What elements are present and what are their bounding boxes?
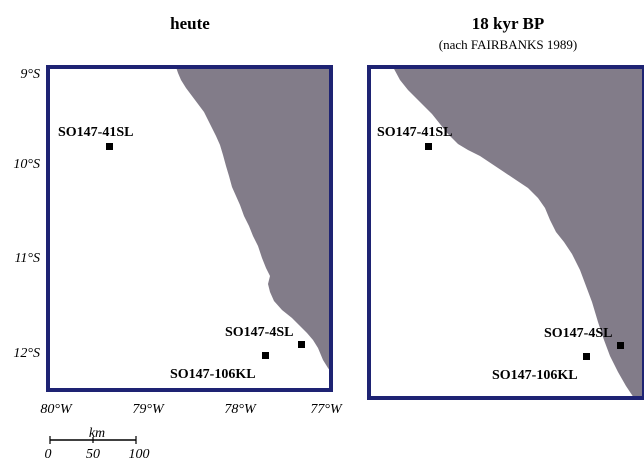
lon-label-78w: 78°W bbox=[224, 402, 257, 417]
site-label-so147-41sl: SO147-41SL bbox=[58, 125, 133, 140]
map-panel-present: SO147-41SL SO147-4SL SO147-106KL bbox=[46, 65, 333, 392]
land-mass-left bbox=[176, 67, 331, 372]
site-label-so147-106kl: SO147-106KL bbox=[170, 367, 256, 382]
scale-label-50: 50 bbox=[86, 447, 100, 459]
scale-unit-label: km bbox=[89, 426, 105, 441]
lon-label-79w: 79°W bbox=[132, 402, 165, 417]
scale-label-100: 100 bbox=[129, 447, 150, 459]
scale-bar: km 0 50 100 bbox=[45, 426, 150, 459]
site-label-so147-41sl-right: SO147-41SL bbox=[377, 125, 452, 140]
lat-label-10s: 10°S bbox=[13, 157, 40, 172]
lat-label-9s: 9°S bbox=[20, 67, 40, 82]
panel-subtitle-right: (nach FAIRBANKS 1989) bbox=[439, 37, 577, 52]
site-marker-so147-106kl bbox=[262, 352, 269, 359]
lat-label-11s: 11°S bbox=[14, 251, 40, 266]
site-marker-so147-106kl-right bbox=[583, 353, 590, 360]
panel-title-right: 18 kyr BP bbox=[472, 14, 544, 33]
scale-label-0: 0 bbox=[45, 447, 52, 459]
map-panel-18kyr: SO147-41SL SO147-4SL SO147-106KL bbox=[367, 65, 644, 400]
site-marker-so147-41sl bbox=[106, 143, 113, 150]
site-marker-so147-4sl-right bbox=[617, 342, 624, 349]
lon-label-77w: 77°W bbox=[310, 402, 343, 417]
lon-label-80w: 80°W bbox=[40, 402, 73, 417]
lat-label-12s: 12°S bbox=[13, 346, 40, 361]
land-mass-right bbox=[393, 67, 644, 398]
site-label-so147-106kl-right: SO147-106KL bbox=[492, 368, 578, 383]
map-frame-left bbox=[46, 65, 333, 392]
site-label-so147-4sl-right: SO147-4SL bbox=[544, 326, 612, 341]
panel-title-left: heute bbox=[170, 14, 210, 33]
site-marker-so147-41sl-right bbox=[425, 143, 432, 150]
map-frame-right bbox=[367, 65, 644, 400]
site-label-so147-4sl: SO147-4SL bbox=[225, 325, 293, 340]
site-marker-so147-4sl bbox=[298, 341, 305, 348]
